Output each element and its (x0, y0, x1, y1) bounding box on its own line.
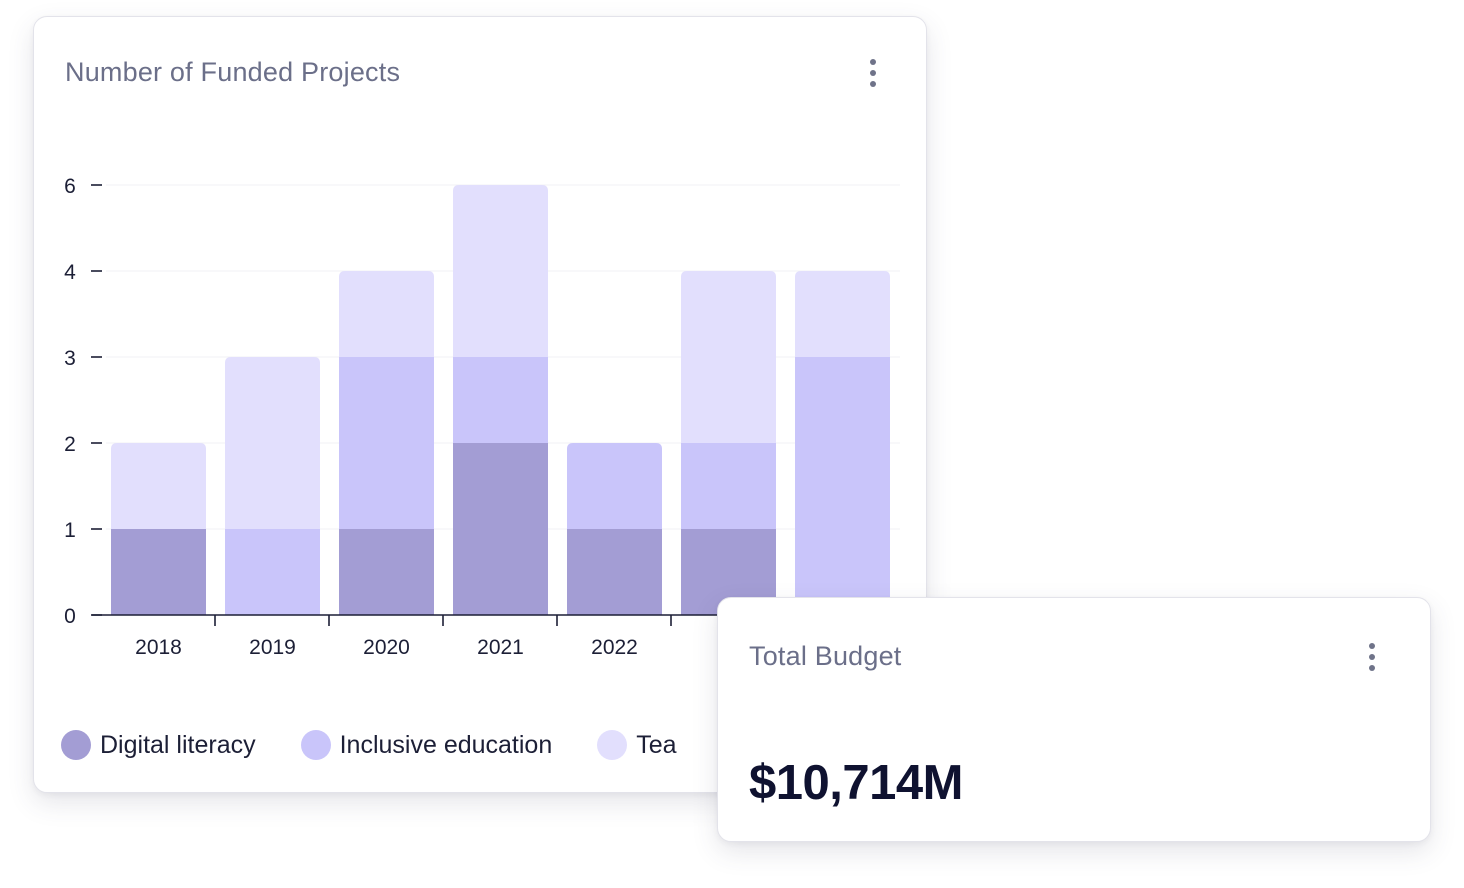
legend-item[interactable]: Digital literacy (61, 730, 256, 760)
bar-segment (453, 185, 548, 357)
y-tick-label: 3 (64, 347, 76, 370)
bar-stack-2020 (339, 271, 434, 615)
x-tick-label: 2022 (591, 636, 638, 659)
x-tick-label: 2018 (135, 636, 182, 659)
y-tick-label: 6 (64, 175, 76, 198)
bar-segment (567, 529, 662, 615)
menu-dot (870, 59, 876, 65)
bar-segment (681, 443, 776, 529)
legend-swatch (597, 730, 628, 760)
bar-segment (339, 271, 434, 357)
bar-stack-2022 (567, 443, 662, 615)
x-tick-label: 2021 (477, 636, 524, 659)
stacked-bar-chart: 012346201820192020202120222 (64, 175, 900, 659)
bar-segment (681, 271, 776, 443)
bar-segment (339, 529, 434, 615)
total-budget-value: $10,714M (749, 756, 963, 810)
bar-segment (453, 357, 548, 443)
more-vertical-icon[interactable] (859, 53, 887, 93)
y-tick-label: 2 (64, 433, 76, 456)
x-tick-label: 2019 (249, 636, 296, 659)
menu-dot (1369, 665, 1375, 671)
chart-card-title: Number of Funded Projects (65, 57, 401, 87)
menu-dot (870, 81, 876, 87)
bar-stack-2023 (681, 271, 776, 615)
bar-stack-2019 (225, 357, 320, 615)
legend-swatch (300, 730, 331, 760)
menu-dot (1369, 643, 1375, 649)
y-tick-label: 4 (64, 261, 76, 284)
legend-label: Digital literacy (100, 730, 256, 759)
bar-segment (567, 443, 662, 529)
legend-item[interactable]: Tea (597, 730, 677, 760)
budget-card-title: Total Budget (749, 641, 902, 671)
total-budget-card: Total Budget $10,714M (717, 597, 1431, 842)
menu-dot (870, 70, 876, 76)
y-tick-label: 1 (64, 519, 76, 542)
bar-segment (453, 443, 548, 615)
bar-stack-2021 (453, 185, 548, 615)
legend-label: Inclusive education (339, 730, 553, 759)
bar-segment (225, 529, 320, 615)
legend-item[interactable]: Inclusive education (300, 730, 553, 760)
bar-segment (111, 443, 206, 529)
bar-segment (795, 271, 890, 357)
y-tick-label: 0 (64, 605, 76, 628)
bar-segment (111, 529, 206, 615)
bar-segment (795, 357, 890, 615)
x-tick-label: 2020 (363, 636, 410, 659)
menu-dot (1369, 654, 1375, 660)
bar-stack-2024 (795, 271, 890, 615)
bar-stack-2018 (111, 443, 206, 615)
legend-swatch (61, 730, 91, 760)
legend-label: Tea (636, 730, 677, 759)
more-vertical-icon[interactable] (1358, 637, 1386, 677)
bar-segment (339, 357, 434, 529)
chart-legend: Digital literacy Inclusive education Tea (61, 730, 722, 760)
bar-segment (225, 357, 320, 529)
funded-projects-card: Number of Funded Projects 0 1 2 3 4 6 2018 2019… (33, 16, 927, 793)
